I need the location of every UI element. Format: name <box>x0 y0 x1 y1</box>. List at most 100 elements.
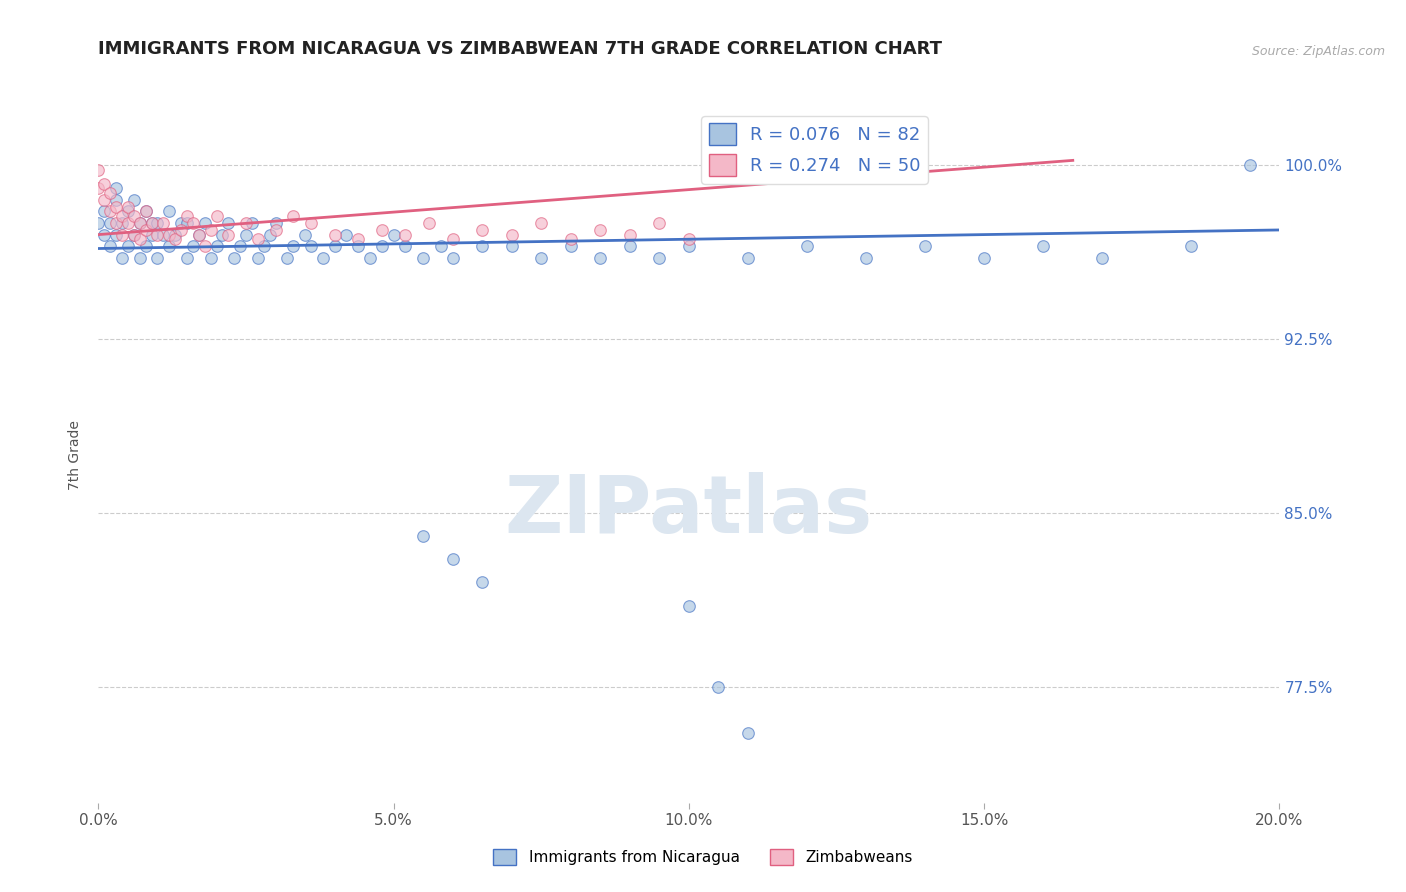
Point <box>412 529 434 543</box>
Point <box>796 239 818 253</box>
Point <box>176 209 198 223</box>
Point <box>200 223 222 237</box>
Point <box>117 200 139 214</box>
Text: IMMIGRANTS FROM NICARAGUA VS ZIMBABWEAN 7TH GRADE CORRELATION CHART: IMMIGRANTS FROM NICARAGUA VS ZIMBABWEAN … <box>98 40 942 58</box>
Point <box>441 552 464 566</box>
Point <box>105 193 128 207</box>
Point <box>382 227 405 242</box>
Point <box>707 680 730 694</box>
Point <box>117 239 139 253</box>
Point <box>152 216 174 230</box>
Point <box>678 239 700 253</box>
Point <box>87 216 110 230</box>
Legend: Immigrants from Nicaragua, Zimbabweans: Immigrants from Nicaragua, Zimbabweans <box>488 843 918 871</box>
Point <box>98 216 121 230</box>
Point <box>371 239 394 253</box>
Point <box>441 232 464 246</box>
Point <box>471 239 494 253</box>
Point <box>111 216 134 230</box>
Point <box>619 227 641 242</box>
Point <box>122 227 145 242</box>
Point <box>111 209 134 223</box>
Point <box>128 216 150 230</box>
Point <box>122 227 145 242</box>
Point <box>157 204 180 219</box>
Point <box>170 223 193 237</box>
Point <box>105 181 128 195</box>
Point <box>93 193 115 207</box>
Point <box>560 239 582 253</box>
Point <box>737 726 759 740</box>
Point <box>246 232 269 246</box>
Point <box>276 251 298 265</box>
Point <box>235 216 257 230</box>
Point <box>141 216 163 230</box>
Point <box>501 227 523 242</box>
Point <box>246 251 269 265</box>
Point <box>973 251 995 265</box>
Point <box>224 251 246 265</box>
Point <box>157 227 180 242</box>
Point <box>135 204 157 219</box>
Point <box>98 204 121 219</box>
Point <box>205 239 228 253</box>
Point <box>122 209 145 223</box>
Point <box>855 251 877 265</box>
Point <box>471 223 494 237</box>
Point <box>141 227 163 242</box>
Point <box>105 216 128 230</box>
Point <box>135 223 157 237</box>
Point <box>619 239 641 253</box>
Point <box>128 232 150 246</box>
Point <box>501 239 523 253</box>
Point <box>530 251 553 265</box>
Point <box>229 239 252 253</box>
Point <box>678 599 700 613</box>
Point <box>170 216 193 230</box>
Point <box>530 216 553 230</box>
Point <box>146 216 169 230</box>
Point <box>253 239 276 253</box>
Point <box>111 227 134 242</box>
Point <box>176 251 198 265</box>
Y-axis label: 7th Grade: 7th Grade <box>69 420 83 490</box>
Point <box>200 251 222 265</box>
Point <box>87 162 110 177</box>
Point <box>264 223 287 237</box>
Point <box>294 227 316 242</box>
Point <box>128 216 150 230</box>
Point <box>589 251 612 265</box>
Point <box>157 239 180 253</box>
Point <box>93 204 115 219</box>
Point <box>648 216 671 230</box>
Point <box>98 239 121 253</box>
Point <box>283 209 305 223</box>
Point <box>589 223 612 237</box>
Point <box>211 227 233 242</box>
Point <box>1239 158 1261 172</box>
Point <box>737 251 759 265</box>
Point <box>560 232 582 246</box>
Point <box>135 204 157 219</box>
Point <box>105 200 128 214</box>
Point <box>128 251 150 265</box>
Point <box>93 227 115 242</box>
Point <box>117 204 139 219</box>
Point <box>371 223 394 237</box>
Point <box>135 239 157 253</box>
Point <box>217 216 239 230</box>
Point <box>235 227 257 242</box>
Point <box>1032 239 1054 253</box>
Point <box>1180 239 1202 253</box>
Point <box>430 239 453 253</box>
Point <box>347 232 370 246</box>
Point <box>205 209 228 223</box>
Point <box>105 227 128 242</box>
Point <box>141 216 163 230</box>
Point <box>323 239 346 253</box>
Point <box>283 239 305 253</box>
Point <box>176 216 198 230</box>
Point <box>678 232 700 246</box>
Legend: R = 0.076   N = 82, R = 0.274   N = 50: R = 0.076 N = 82, R = 0.274 N = 50 <box>702 116 928 184</box>
Point <box>441 251 464 265</box>
